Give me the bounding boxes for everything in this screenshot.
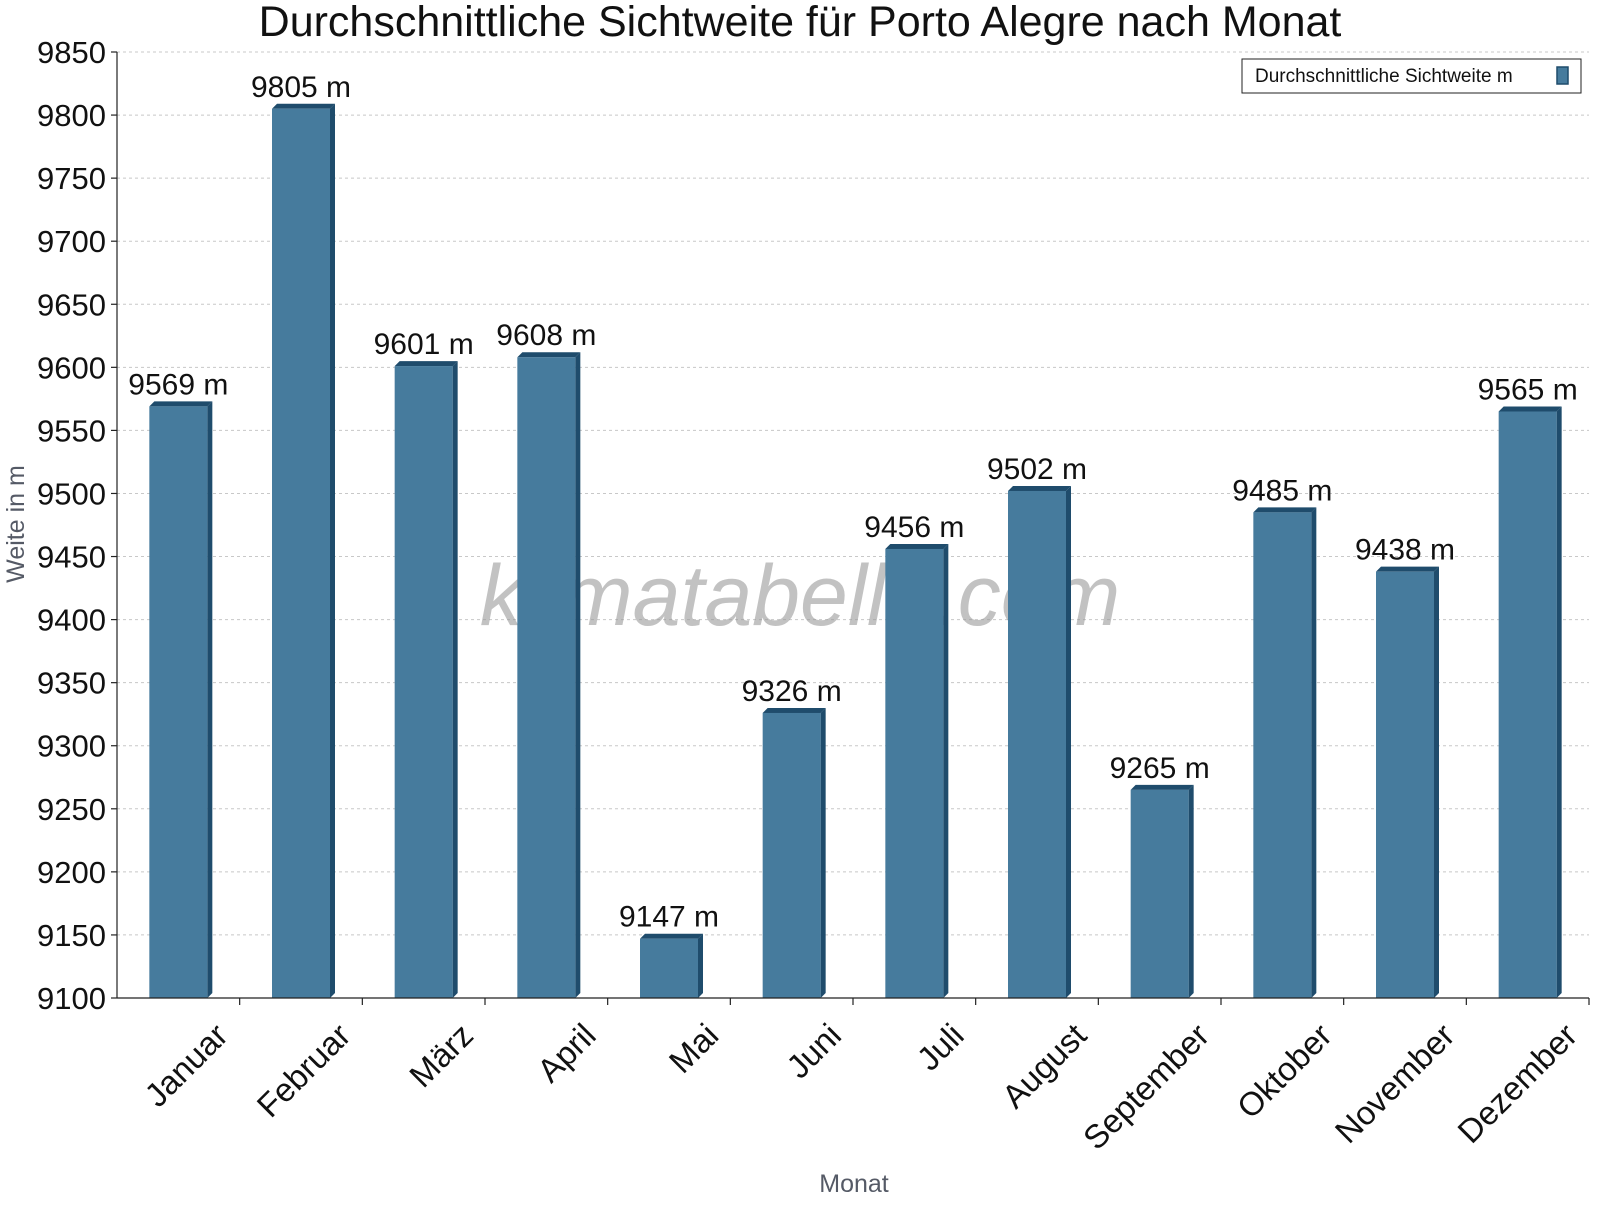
bar [394, 366, 453, 998]
bar-top [517, 352, 581, 358]
x-tick-label: September [1076, 1016, 1216, 1156]
x-tick-label: Dezember [1450, 1016, 1584, 1150]
bar-side [943, 543, 949, 998]
bar-value-label: 9502 m [987, 453, 1087, 486]
y-tick-label: 9450 [37, 540, 106, 575]
bar-top [1253, 507, 1317, 513]
bar-side [330, 103, 335, 998]
bar-value-label: 9569 m [128, 368, 228, 401]
bar-side [1311, 507, 1317, 998]
y-tick-label: 9200 [37, 855, 106, 890]
bar [1253, 512, 1312, 998]
bar [762, 712, 821, 998]
bar-side [575, 352, 581, 998]
bar-side [452, 361, 458, 998]
y-tick-label: 9650 [37, 287, 106, 322]
bar-top [394, 361, 458, 367]
bar-value-label: 9265 m [1110, 752, 1210, 785]
y-tick-label: 9400 [37, 603, 106, 638]
x-axis-title: Monat [819, 1170, 889, 1198]
y-tick-label: 9550 [37, 413, 106, 448]
legend-label: Durchschnittliche Sichtweite m [1255, 66, 1513, 87]
x-tick-label: Mai [662, 1016, 726, 1080]
x-tick-label: Februar [250, 1016, 358, 1124]
bar [640, 938, 698, 998]
bar-top [149, 401, 213, 407]
y-tick-label: 9600 [37, 350, 106, 385]
x-tick-label: November [1328, 1016, 1462, 1150]
bar-top [1130, 784, 1194, 790]
y-tick-label: 9500 [37, 476, 106, 511]
y-tick-label: 9250 [37, 792, 106, 827]
bar-top [1498, 406, 1562, 412]
bar [1376, 571, 1434, 998]
bar-top [1008, 485, 1071, 491]
chart-title: Durchschnittliche Sichtweite für Porto A… [259, 0, 1342, 46]
x-tick-label: August [995, 1016, 1094, 1115]
y-tick-label: 9850 [37, 35, 106, 70]
y-tick-label: 9750 [37, 161, 106, 196]
bar [1008, 490, 1066, 998]
x-tick-label: Juli [910, 1016, 971, 1077]
bar-series [149, 103, 1562, 999]
x-tick-label: Juni [779, 1016, 848, 1085]
bar-side [1556, 406, 1562, 999]
bar-value-label: 9485 m [1232, 474, 1332, 507]
bar-value-label: 9438 m [1355, 534, 1455, 567]
bar-side [1188, 784, 1194, 998]
bar [517, 357, 576, 998]
bar-value-label: 9608 m [496, 319, 596, 352]
y-tick-label: 9350 [37, 666, 106, 701]
x-tick-label: März [402, 1016, 480, 1094]
y-tick-label: 9700 [37, 224, 106, 259]
legend-box [1241, 58, 1582, 94]
axes: 9100 9150 9200 9250 9300 9350 9400 9450 9500 9550… [37, 35, 1590, 1016]
y-tick-label: 9300 [37, 729, 106, 764]
y-tick-label: 9800 [37, 98, 106, 133]
x-tick-label: Oktober [1230, 1016, 1339, 1125]
bar [1130, 789, 1189, 998]
legend: Durchschnittliche Sichtweite m [1241, 58, 1582, 94]
bar-value-label: 9601 m [374, 328, 474, 361]
y-tick-label: 9100 [37, 981, 106, 1016]
bar-value-label: 9456 m [864, 511, 964, 544]
legend-swatch [1556, 66, 1569, 85]
grid-lines [117, 51, 1589, 936]
x-tick-label: Januar [137, 1016, 235, 1114]
bar-value-label: 9565 m [1478, 373, 1578, 406]
bar-side [698, 933, 703, 998]
bar [1498, 411, 1557, 999]
bar [272, 108, 330, 998]
bar-side [1066, 485, 1071, 999]
bar-value-label: 9326 m [742, 675, 842, 708]
x-tick-label: April [530, 1016, 603, 1089]
bar-top [885, 543, 949, 549]
bar-top [272, 103, 335, 109]
bar-side [820, 707, 826, 998]
bar-value-label: 9147 m [619, 901, 719, 934]
bar-top [762, 707, 826, 713]
bar [885, 548, 944, 998]
bar-top [640, 933, 703, 939]
bar-side [207, 401, 213, 998]
bar-value-label: 9805 m [251, 71, 351, 104]
bar-top [1376, 566, 1439, 572]
bar [149, 406, 208, 998]
y-axis-title: Weite in m [2, 465, 30, 583]
y-tick-label: 9150 [37, 918, 106, 953]
bar-side [1434, 566, 1439, 998]
